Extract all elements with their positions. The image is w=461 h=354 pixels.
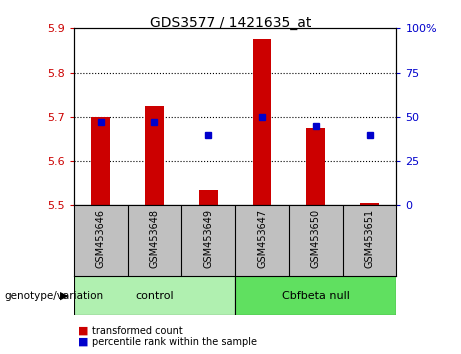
Bar (307, 128, 325, 205)
Text: GSM453647: GSM453647 (257, 209, 267, 268)
Bar (199, 190, 218, 205)
Bar (145, 106, 164, 205)
Text: percentile rank within the sample: percentile rank within the sample (92, 337, 257, 347)
Text: ■: ■ (78, 326, 89, 336)
Bar (74, 276, 235, 315)
Text: control: control (135, 291, 174, 301)
Text: genotype/variation: genotype/variation (5, 291, 104, 301)
Text: GSM453648: GSM453648 (149, 209, 160, 268)
Bar (360, 203, 379, 205)
Text: GDS3577 / 1421635_at: GDS3577 / 1421635_at (150, 16, 311, 30)
Text: GSM453651: GSM453651 (365, 209, 375, 268)
Text: GSM453650: GSM453650 (311, 209, 321, 268)
Text: ▶: ▶ (60, 291, 69, 301)
Bar (235, 276, 396, 315)
Bar (91, 117, 110, 205)
Text: ■: ■ (78, 337, 89, 347)
Text: GSM453646: GSM453646 (95, 209, 106, 268)
Bar (253, 39, 272, 205)
Text: Cbfbeta null: Cbfbeta null (282, 291, 350, 301)
Text: GSM453649: GSM453649 (203, 209, 213, 268)
Text: transformed count: transformed count (92, 326, 183, 336)
